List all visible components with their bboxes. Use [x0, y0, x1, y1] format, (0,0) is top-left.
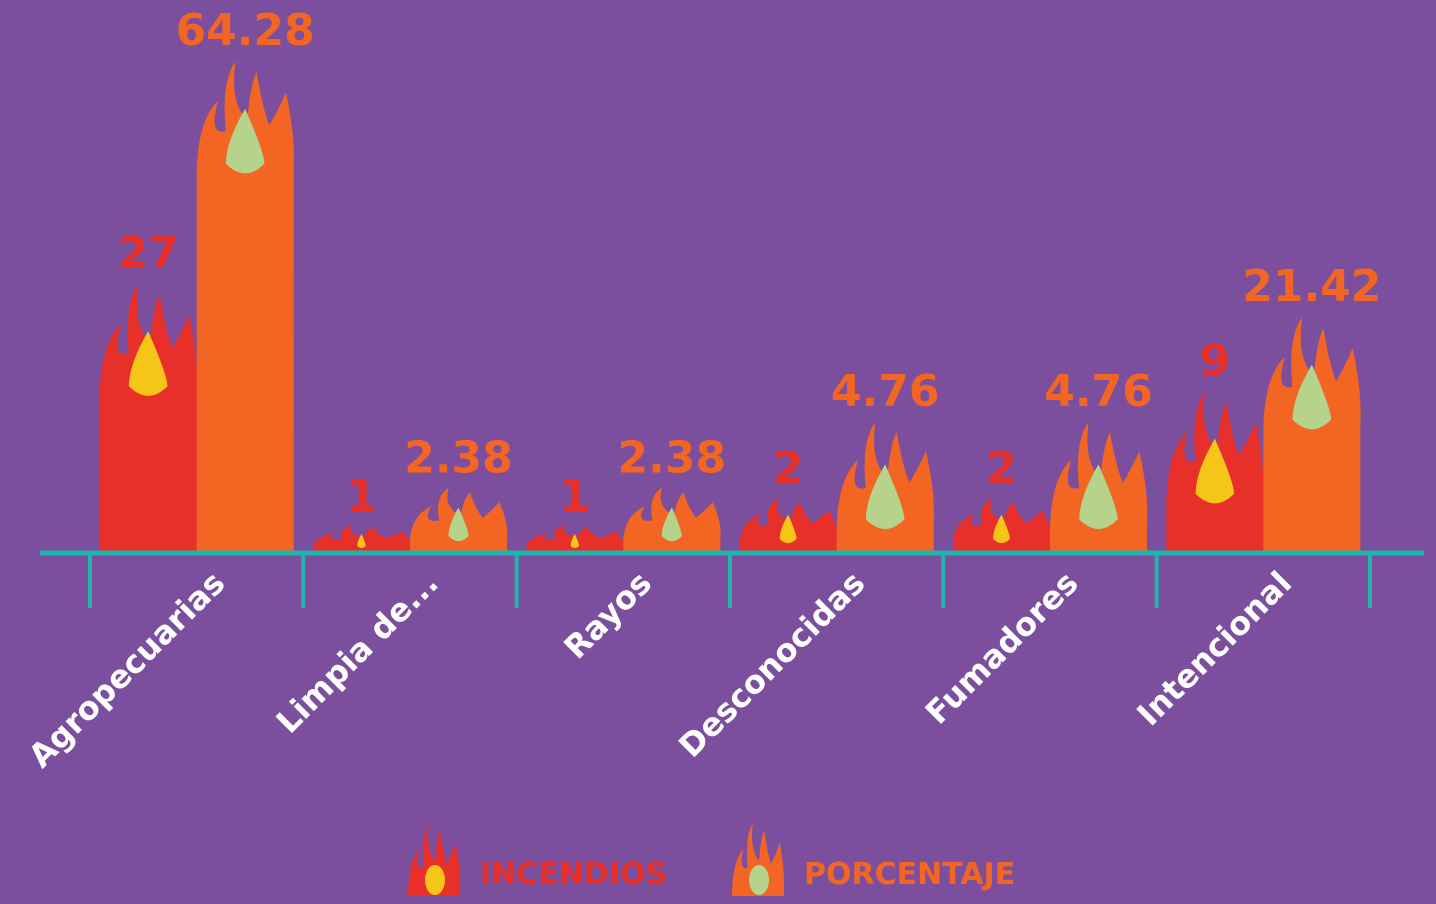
- legend-label: INCENDIOS: [480, 857, 667, 892]
- value-label: 9: [1200, 335, 1231, 386]
- legend-label: PORCENTAJE: [804, 857, 1015, 892]
- value-label: 2: [773, 443, 804, 494]
- value-label: 21.42: [1242, 261, 1381, 312]
- value-label: 4.76: [831, 366, 940, 417]
- value-label: 2.38: [404, 432, 513, 483]
- value-label: 2.38: [618, 432, 727, 483]
- value-label: 27: [118, 228, 179, 279]
- value-label: 1: [560, 471, 591, 522]
- legend-icon-core: [425, 865, 445, 895]
- value-label: 2: [986, 443, 1017, 494]
- chart: 271122964.282.382.384.764.7621.42Agropec…: [0, 0, 1436, 904]
- bar: [197, 61, 294, 553]
- value-label: 64.28: [176, 5, 315, 56]
- legend-icon-core: [749, 865, 769, 895]
- value-label: 1: [346, 471, 377, 522]
- value-label: 4.76: [1044, 366, 1153, 417]
